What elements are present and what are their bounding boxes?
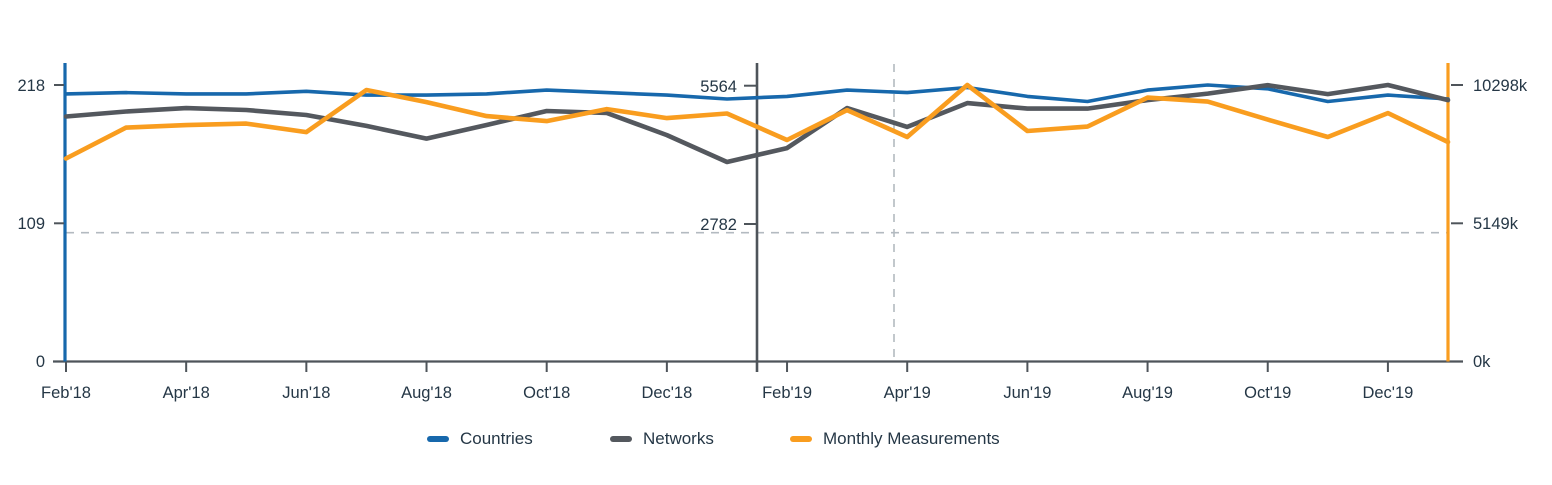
middle-axis-label-2782: 2782 [700,216,737,234]
x-tick-label: Jun'18 [282,384,330,402]
x-tick-label: Jun'19 [1003,384,1051,402]
legend-item-monthly-measurements[interactable]: Monthly Measurements [790,428,1000,450]
left-axis-label-218: 218 [17,77,45,95]
x-axis-ticks [65,361,1389,372]
x-tick-label: Oct'19 [1244,384,1291,402]
networks-legend-swatch-icon [610,436,632,442]
countries-legend-swatch-icon [427,436,449,442]
x-tick-label: Aug'18 [401,384,452,402]
middle-axis-label-5564: 5564 [700,78,737,96]
x-tick-label: Dec'19 [1362,384,1413,402]
right-axis-label-5149k: 5149k [1473,215,1519,233]
monthly-measurements-legend-swatch-icon [790,436,812,442]
legend-label-monthly-measurements: Monthly Measurements [823,429,1000,448]
x-tick-label: Oct'18 [523,384,570,402]
legend-label-countries: Countries [460,429,533,448]
legend-item-networks[interactable]: Networks [610,428,714,450]
x-tick-label: Aug'19 [1122,384,1173,402]
series-line-networks [63,82,1451,165]
series-line-countries [64,83,1450,104]
x-tick-label: Feb'19 [762,384,812,402]
right-axis-label-0k: 0k [1473,353,1491,371]
series-lines [63,82,1451,165]
series-line-monthly-measurements [63,82,1451,161]
x-axis-labels: Feb'18 Apr'18 Jun'18 Aug'18 Oct'18 Dec'18 Feb'… [41,384,1413,402]
legend-label-networks: Networks [643,429,714,448]
x-tick-label: Apr'19 [884,384,931,402]
left-axis-label-109: 109 [17,215,45,233]
x-tick-label: Dec'18 [641,384,692,402]
left-axis-label-0: 0 [36,353,45,371]
x-tick-label: Feb'18 [41,384,91,402]
x-tick-label: Apr'18 [163,384,210,402]
chart-legend: Countries Networks Monthly Measurements [0,428,1552,454]
legend-item-countries[interactable]: Countries [427,428,533,450]
right-axis-label-10298k: 10298k [1473,77,1528,95]
